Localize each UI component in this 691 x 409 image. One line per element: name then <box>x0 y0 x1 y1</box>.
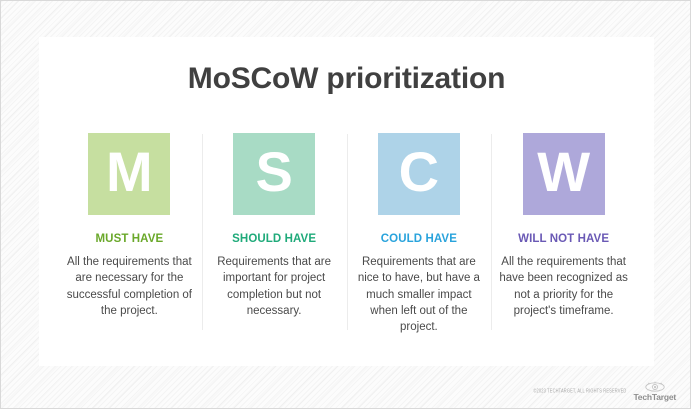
priority-description-should-have: Requirements that are important for proj… <box>217 256 332 317</box>
letter-tile-s: S <box>233 133 316 215</box>
tile-letter-text: C <box>398 140 440 203</box>
content-card: MoSCoW prioritization M MUST HAVE All th… <box>39 37 654 366</box>
priority-heading-should-have: SHOULD HAVE <box>232 233 317 245</box>
priority-heading-could-have: COULD HAVE <box>380 233 457 245</box>
priority-description-will-not-have: All the requirements that have been reco… <box>499 256 628 317</box>
tile-letter-text: S <box>255 140 293 203</box>
letter-tile-m: M <box>88 133 171 215</box>
letter-tile-w: W <box>522 133 605 215</box>
brand-name-text: TechTarget <box>633 391 676 402</box>
copyright-text: ©2023 TECHTARGET, ALL RIGHTS RESERVED <box>533 387 627 394</box>
priority-heading-must-have: MUST HAVE <box>95 233 164 245</box>
priority-column-should-have: S SHOULD HAVE Requirements that are impo… <box>201 133 347 331</box>
priority-column-could-have: C COULD HAVE Requirements that are nice … <box>346 133 492 336</box>
priority-heading-will-not-have: WILL NOT HAVE <box>518 233 610 245</box>
techtarget-logo: TechTarget <box>633 381 676 402</box>
page-title: MoSCoW prioritization <box>187 62 506 95</box>
priority-description-could-have: Requirements that are nice to have, but … <box>357 256 480 334</box>
priority-column-must-have: M MUST HAVE All the requirements that ar… <box>57 133 202 319</box>
letter-tile-c: C <box>377 133 460 215</box>
tile-letter-text: M <box>106 140 153 203</box>
tile-letter-text: W <box>537 140 591 203</box>
priority-columns: M MUST HAVE All the requirements that ar… <box>57 133 636 336</box>
eye-icon <box>645 381 665 392</box>
footer-attribution: ©2023 TECHTARGET, ALL RIGHTS RESERVED Te… <box>533 381 676 402</box>
priority-column-will-not-have: W WILL NOT HAVE All the requirements tha… <box>491 133 636 331</box>
priority-description-must-have: All the requirements that are necessary … <box>66 256 193 317</box>
